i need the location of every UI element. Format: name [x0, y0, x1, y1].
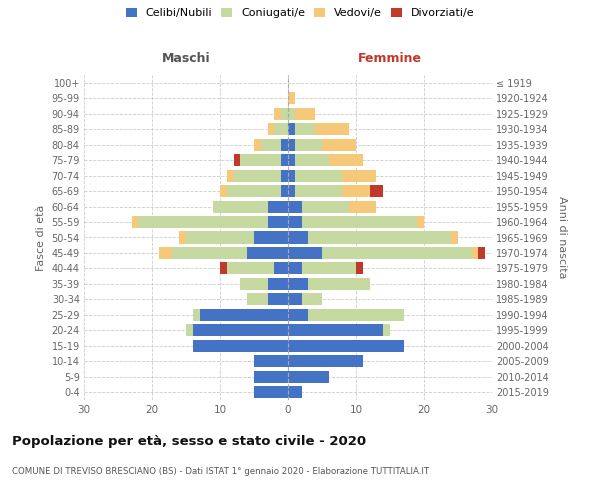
Bar: [268, 123, 274, 135]
Bar: [308, 232, 451, 243]
Bar: [478, 247, 485, 259]
Text: Maschi: Maschi: [161, 52, 211, 65]
Bar: [295, 185, 343, 197]
Bar: [370, 185, 383, 197]
Bar: [268, 200, 288, 212]
Y-axis label: Fasce di età: Fasce di età: [36, 204, 46, 270]
Bar: [322, 247, 472, 259]
Bar: [343, 170, 376, 181]
Bar: [329, 154, 363, 166]
Bar: [200, 309, 288, 321]
Bar: [139, 216, 268, 228]
Bar: [274, 108, 281, 120]
Bar: [274, 262, 288, 274]
Bar: [268, 294, 288, 306]
Bar: [193, 309, 200, 321]
Bar: [288, 324, 383, 336]
Bar: [295, 170, 343, 181]
Bar: [159, 247, 172, 259]
Bar: [281, 138, 288, 150]
Bar: [343, 185, 370, 197]
Bar: [288, 200, 302, 212]
Bar: [281, 108, 288, 120]
Bar: [288, 340, 404, 352]
Bar: [227, 170, 233, 181]
Bar: [302, 294, 322, 306]
Bar: [288, 247, 322, 259]
Bar: [349, 200, 376, 212]
Bar: [288, 371, 329, 383]
Bar: [302, 216, 417, 228]
Bar: [220, 185, 227, 197]
Bar: [356, 262, 363, 274]
Bar: [233, 170, 281, 181]
Bar: [179, 232, 186, 243]
Legend: Celibi/Nubili, Coniugati/e, Vedovi/e, Divorziati/e: Celibi/Nubili, Coniugati/e, Vedovi/e, Di…: [124, 6, 476, 20]
Bar: [288, 123, 295, 135]
Text: Popolazione per età, sesso e stato civile - 2020: Popolazione per età, sesso e stato civil…: [12, 435, 366, 448]
Text: COMUNE DI TREVISO BRESCIANO (BS) - Dati ISTAT 1° gennaio 2020 - Elaborazione TUT: COMUNE DI TREVISO BRESCIANO (BS) - Dati …: [12, 468, 429, 476]
Bar: [268, 278, 288, 290]
Bar: [213, 200, 268, 212]
Bar: [288, 309, 308, 321]
Bar: [288, 138, 295, 150]
Bar: [193, 340, 288, 352]
Bar: [295, 123, 315, 135]
Bar: [472, 247, 478, 259]
Bar: [241, 154, 281, 166]
Y-axis label: Anni di nascita: Anni di nascita: [557, 196, 568, 279]
Bar: [254, 232, 288, 243]
Bar: [288, 278, 308, 290]
Bar: [288, 232, 308, 243]
Bar: [295, 154, 329, 166]
Bar: [288, 262, 302, 274]
Bar: [288, 294, 302, 306]
Bar: [186, 324, 193, 336]
Bar: [288, 170, 295, 181]
Bar: [288, 92, 295, 104]
Bar: [254, 386, 288, 398]
Bar: [295, 138, 322, 150]
Bar: [322, 138, 356, 150]
Bar: [247, 247, 288, 259]
Bar: [295, 108, 315, 120]
Bar: [241, 278, 268, 290]
Bar: [417, 216, 424, 228]
Bar: [261, 138, 281, 150]
Bar: [220, 262, 227, 274]
Bar: [268, 216, 288, 228]
Bar: [288, 216, 302, 228]
Bar: [281, 185, 288, 197]
Text: Femmine: Femmine: [358, 52, 422, 65]
Bar: [315, 123, 349, 135]
Bar: [302, 262, 356, 274]
Bar: [274, 123, 288, 135]
Bar: [288, 154, 295, 166]
Bar: [233, 154, 241, 166]
Bar: [227, 185, 281, 197]
Bar: [281, 170, 288, 181]
Bar: [254, 371, 288, 383]
Bar: [302, 200, 349, 212]
Bar: [308, 278, 370, 290]
Bar: [288, 108, 295, 120]
Bar: [254, 138, 261, 150]
Bar: [172, 247, 247, 259]
Bar: [451, 232, 458, 243]
Bar: [383, 324, 390, 336]
Bar: [288, 386, 302, 398]
Bar: [131, 216, 139, 228]
Bar: [308, 309, 404, 321]
Bar: [193, 324, 288, 336]
Bar: [288, 356, 363, 368]
Bar: [186, 232, 254, 243]
Bar: [247, 294, 268, 306]
Bar: [227, 262, 274, 274]
Bar: [288, 185, 295, 197]
Bar: [254, 356, 288, 368]
Bar: [281, 154, 288, 166]
